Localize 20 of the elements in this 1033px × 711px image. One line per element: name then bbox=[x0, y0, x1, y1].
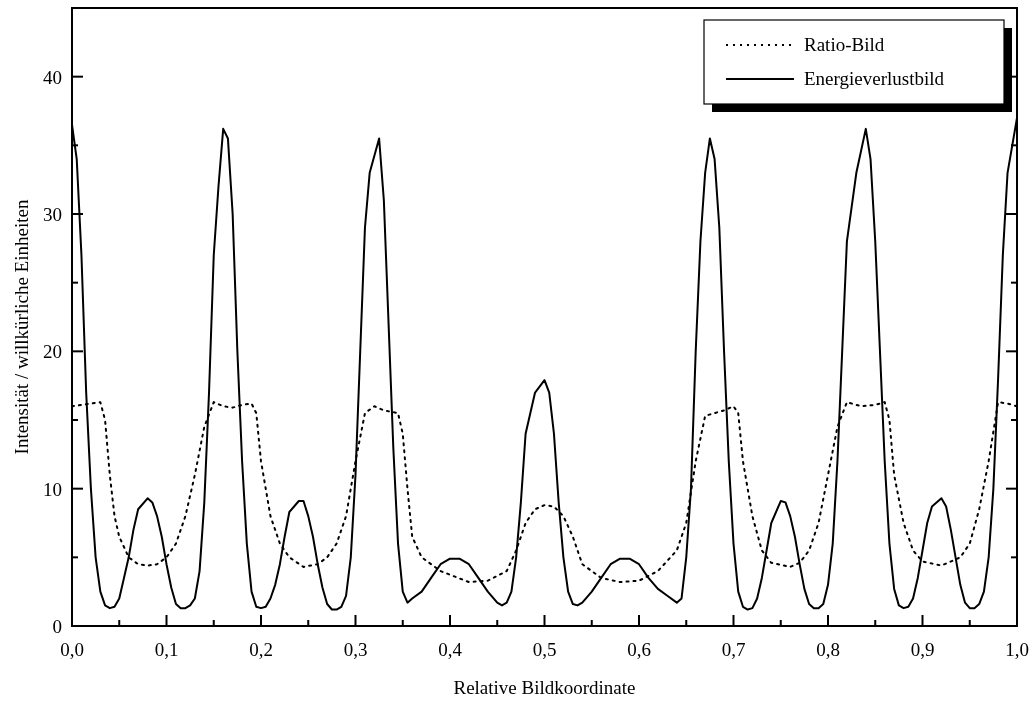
x-axis-title: Relative Bildkoordinate bbox=[453, 677, 636, 698]
x-tick-label: 0,6 bbox=[627, 639, 651, 660]
x-tick-label: 0,4 bbox=[438, 639, 463, 660]
x-tick-label: 0,7 bbox=[721, 639, 746, 660]
x-tick-label: 0,9 bbox=[910, 639, 935, 660]
y-tick-label: 40 bbox=[43, 66, 62, 88]
y-tick-label: 10 bbox=[43, 478, 62, 500]
legend-label: Ratio-Bild bbox=[804, 34, 885, 55]
x-tick-label: 0,0 bbox=[60, 639, 84, 660]
y-axis-title: Intensität / willkürliche Einheiten bbox=[11, 199, 32, 455]
y-tick-label: 20 bbox=[43, 341, 62, 363]
x-tick-label: 1,0 bbox=[1005, 639, 1029, 660]
x-tick-label: 0,2 bbox=[249, 639, 273, 660]
y-tick-label: 0 bbox=[52, 616, 62, 637]
y-tick-label: 30 bbox=[43, 204, 62, 225]
x-tick-label: 0,1 bbox=[154, 639, 179, 660]
x-tick-label: 0,3 bbox=[343, 639, 368, 660]
legend-label: Energieverlustbild bbox=[804, 68, 945, 89]
x-tick-label: 0,5 bbox=[532, 639, 557, 660]
x-tick-label: 0,8 bbox=[816, 639, 840, 660]
